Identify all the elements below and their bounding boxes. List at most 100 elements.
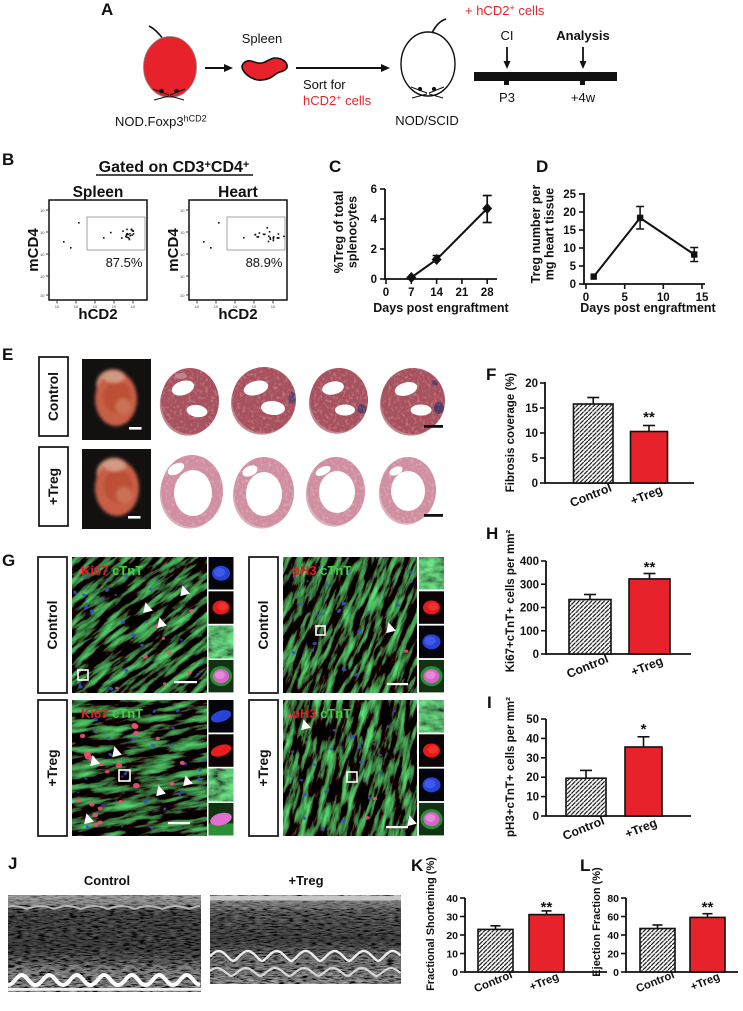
svg-text:30: 30 — [526, 753, 539, 765]
svg-text:14: 14 — [430, 287, 443, 299]
svg-text:Ki67 cTnT: Ki67 cTnT — [81, 563, 143, 578]
svg-text:Days post engraftment: Days post engraftment — [580, 301, 716, 315]
svg-text:10: 10 — [180, 208, 185, 213]
svg-text:10: 10 — [180, 293, 185, 298]
svg-text:P3: P3 — [499, 90, 515, 105]
svg-text:I: I — [487, 693, 492, 712]
svg-text:**: ** — [702, 899, 714, 916]
svg-text:40: 40 — [526, 733, 539, 745]
svg-text:10: 10 — [252, 304, 257, 309]
svg-text:10: 10 — [112, 304, 117, 309]
svg-text:CI: CI — [501, 28, 514, 43]
svg-text:Ki67 cTnT: Ki67 cTnT — [81, 706, 143, 721]
svg-text:Sort for: Sort for — [303, 77, 346, 92]
svg-text:Control: Control — [256, 600, 271, 649]
svg-text:Gated on CD3+CD4+: Gated on CD3+CD4+ — [99, 159, 250, 176]
svg-text:0: 0 — [613, 967, 619, 979]
svg-text:10: 10 — [74, 304, 79, 309]
svg-text:0: 0 — [570, 279, 576, 291]
svg-text:400: 400 — [520, 556, 539, 568]
svg-text:0: 0 — [383, 287, 389, 299]
svg-text:Control: Control — [45, 600, 60, 649]
svg-text:20: 20 — [446, 930, 458, 942]
svg-text:10: 10 — [195, 304, 200, 309]
svg-text:20: 20 — [525, 378, 538, 390]
svg-text:40: 40 — [446, 893, 458, 905]
svg-text:K: K — [411, 856, 424, 875]
svg-text:15: 15 — [563, 225, 576, 237]
svg-text:Fractional Shortening (%): Fractional Shortening (%) — [425, 857, 437, 991]
svg-text:+Treg: +Treg — [256, 749, 271, 786]
svg-text:20: 20 — [563, 207, 576, 219]
svg-text:0: 0 — [452, 967, 458, 979]
svg-text:+4w: +4w — [571, 90, 596, 105]
svg-text:0: 0 — [583, 292, 589, 304]
svg-text:0: 0 — [533, 811, 539, 823]
svg-text:40: 40 — [607, 930, 619, 942]
svg-text:NOD/SCID: NOD/SCID — [395, 113, 459, 128]
svg-text:25: 25 — [563, 189, 576, 201]
svg-text:mCD4: mCD4 — [25, 228, 42, 272]
svg-text:87.5%: 87.5% — [106, 255, 143, 270]
svg-text:10: 10 — [563, 243, 576, 255]
svg-text:A: A — [101, 0, 113, 19]
svg-text:J: J — [8, 854, 17, 873]
svg-text:F: F — [486, 365, 496, 384]
svg-text:10: 10 — [40, 230, 45, 235]
svg-text:10: 10 — [214, 304, 219, 309]
svg-text:5: 5 — [621, 292, 628, 304]
svg-text:Analysis: Analysis — [556, 28, 609, 43]
svg-text:Heart: Heart — [218, 184, 258, 201]
svg-text:splenocytes: splenocytes — [346, 196, 360, 268]
svg-text:0: 0 — [532, 478, 538, 490]
svg-text:10: 10 — [40, 208, 45, 213]
svg-text:10: 10 — [180, 274, 185, 279]
svg-text:D: D — [536, 157, 548, 176]
svg-text:+Treg: +Treg — [45, 749, 60, 786]
svg-text:2: 2 — [371, 244, 377, 256]
svg-text:10: 10 — [525, 428, 538, 440]
svg-text:60: 60 — [607, 912, 619, 924]
svg-text:+ hCD2+ cells: + hCD2+ cells — [465, 3, 545, 18]
svg-text:hCD2+ cells: hCD2+ cells — [303, 93, 372, 108]
svg-text:**: ** — [644, 559, 656, 576]
svg-text:Ejection Fraction (%): Ejection Fraction (%) — [591, 867, 603, 977]
svg-text:30: 30 — [446, 912, 458, 924]
svg-text:*: * — [641, 721, 647, 738]
svg-text:Treg number per: Treg number per — [529, 185, 543, 284]
svg-text:hCD2: hCD2 — [78, 306, 117, 323]
svg-text:C: C — [329, 157, 341, 176]
svg-text:5: 5 — [532, 453, 539, 465]
svg-text:%Treg of total: %Treg of total — [332, 191, 346, 274]
svg-text:0: 0 — [371, 274, 377, 286]
svg-text:80: 80 — [607, 893, 619, 905]
svg-text:Ki67+cTnT+ cells per mm²: Ki67+cTnT+ cells per mm² — [505, 530, 517, 673]
svg-text:50: 50 — [526, 714, 539, 726]
svg-text:10: 10 — [55, 304, 60, 309]
svg-text:Control: Control — [84, 873, 130, 888]
svg-text:E: E — [2, 345, 13, 364]
svg-text:100: 100 — [520, 626, 539, 638]
svg-text:10: 10 — [131, 304, 136, 309]
svg-text:0: 0 — [533, 649, 539, 661]
svg-text:10: 10 — [93, 304, 98, 309]
svg-text:10: 10 — [233, 304, 238, 309]
svg-text:mCD4: mCD4 — [165, 228, 182, 272]
svg-text:Spleen: Spleen — [242, 31, 282, 46]
svg-text:Spleen: Spleen — [73, 184, 124, 201]
svg-text:10: 10 — [40, 293, 45, 298]
svg-text:L: L — [580, 856, 590, 875]
svg-text:Fibrosis coverage (%): Fibrosis coverage (%) — [505, 373, 517, 493]
svg-text:pH3+cTnT+ cells per mm²: pH3+cTnT+ cells per mm² — [505, 697, 517, 837]
svg-text:4: 4 — [371, 214, 378, 226]
svg-text:pH3 cTnT: pH3 cTnT — [292, 563, 351, 578]
svg-text:**: ** — [643, 409, 655, 426]
svg-text:**: ** — [541, 899, 553, 916]
svg-text:+Treg: +Treg — [46, 468, 61, 505]
svg-text:10: 10 — [657, 292, 670, 304]
svg-text:15: 15 — [525, 403, 538, 415]
svg-text:28: 28 — [481, 287, 494, 299]
svg-text:20: 20 — [526, 772, 539, 784]
svg-text:200: 200 — [520, 603, 539, 615]
svg-text:21: 21 — [456, 287, 469, 299]
